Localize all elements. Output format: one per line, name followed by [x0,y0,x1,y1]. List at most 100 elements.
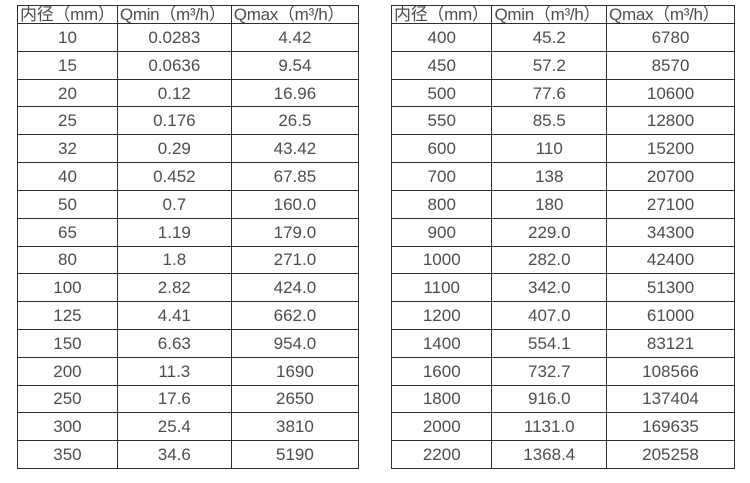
table-cell: 1200 [390,301,493,330]
table-row: 1000 282.0 42400 [390,245,735,275]
table-cell: 20700 [606,162,735,191]
table-cell: 57.2 [491,50,608,80]
table-row: 150 6.63 954.0 [17,328,360,358]
table-cell: 0.12 [116,78,232,108]
table-cell: 25 [17,106,118,136]
table-cell: 407.0 [491,301,608,330]
table-cell: 1000 [390,245,493,275]
table-cell: 1690 [230,356,360,386]
table-cell: 180 [491,189,608,219]
table-cell: 40 [17,162,118,191]
table-cell: 916.0 [491,384,608,414]
table-cell: 51300 [606,273,735,303]
table-cell: 1131.0 [491,412,608,442]
table-cell: 83121 [606,328,735,358]
table-cell: 450 [390,50,493,80]
table-cell: 100 [17,273,118,303]
table-cell: 6780 [606,23,735,52]
flow-table-small-diameters: 内径（mm） Qmin（m³/h） Qmax（m³/h） 10 0.0283 4.42 1… [17,5,360,469]
table-cell: 200 [17,356,118,386]
table-cell: 0.0636 [116,50,232,80]
table-cell: 12800 [606,106,735,136]
table-cell: 15 [17,50,118,80]
column-header: 内径（mm） [17,5,118,24]
flow-table-large-diameters: 内径（mm） Qmin（m³/h） Qmax（m³/h） 400 45.2 6780 45… [390,5,735,469]
table-cell: 6.63 [116,328,232,358]
table-cell: 43.42 [230,134,360,164]
table-cell: 2650 [230,384,360,414]
table-cell: 160.0 [230,189,360,219]
table-row: 32 0.29 43.42 [17,134,360,164]
table-cell: 50 [17,189,118,219]
table-cell: 20 [17,78,118,108]
table-cell: 77.6 [491,78,608,108]
table-cell: 45.2 [491,23,608,52]
table-row: 450 57.2 8570 [390,50,735,80]
column-header: 内径（mm） [390,5,493,24]
table-row: 25 0.176 26.5 [17,106,360,136]
table-cell: 600 [390,134,493,164]
table-row: 300 25.4 3810 [17,412,360,442]
table-row: 1100 342.0 51300 [390,273,735,303]
table-cell: 1600 [390,356,493,386]
table-cell: 3810 [230,412,360,442]
table-cell: 0.7 [116,189,232,219]
table-cell: 61000 [606,301,735,330]
table-row: 500 77.6 10600 [390,78,735,108]
table-row: 1200 407.0 61000 [390,301,735,330]
table-cell: 10 [17,23,118,52]
table-cell: 424.0 [230,273,360,303]
table-cell: 5190 [230,440,360,469]
column-header: Qmin（m³/h） [116,5,232,24]
table-cell: 500 [390,78,493,108]
table-cell: 26.5 [230,106,360,136]
table-cell: 10600 [606,78,735,108]
table-cell: 271.0 [230,245,360,275]
table-row: 2200 1368.4 205258 [390,440,735,469]
table-cell: 300 [17,412,118,442]
table-cell: 16.96 [230,78,360,108]
table-cell: 2000 [390,412,493,442]
table-cell: 11.3 [116,356,232,386]
table-cell: 27100 [606,189,735,219]
column-header: Qmin（m³/h） [491,5,608,24]
table-row: 550 85.5 12800 [390,106,735,136]
table-cell: 2200 [390,440,493,469]
table-cell: 700 [390,162,493,191]
table-cell: 138 [491,162,608,191]
table-cell: 17.6 [116,384,232,414]
table-cell: 34300 [606,217,735,247]
table-cell: 25.4 [116,412,232,442]
table-cell: 282.0 [491,245,608,275]
table-cell: 1100 [390,273,493,303]
table-cell: 169635 [606,412,735,442]
table-cell: 32 [17,134,118,164]
table-row: 800 180 27100 [390,189,735,219]
table-row: 1800 916.0 137404 [390,384,735,414]
table-row: 100 2.82 424.0 [17,273,360,303]
table-row: 200 11.3 1690 [17,356,360,386]
table-cell: 250 [17,384,118,414]
table-cell: 8570 [606,50,735,80]
header-row: 内径（mm） Qmin（m³/h） Qmax（m³/h） [390,5,735,24]
table-cell: 125 [17,301,118,330]
table-row: 600 110 15200 [390,134,735,164]
table-row: 1600 732.7 108566 [390,356,735,386]
table-row: 50 0.7 160.0 [17,189,360,219]
flow-table-left-container: 内径（mm） Qmin（m³/h） Qmax（m³/h） 10 0.0283 4.42 1… [17,5,360,469]
table-cell: 34.6 [116,440,232,469]
table-row: 15 0.0636 9.54 [17,50,360,80]
table-cell: 400 [390,23,493,52]
table-cell: 0.29 [116,134,232,164]
table-row: 350 34.6 5190 [17,440,360,469]
table-cell: 110 [491,134,608,164]
table-row: 10 0.0283 4.42 [17,23,360,52]
table-row: 1400 554.1 83121 [390,328,735,358]
table-cell: 550 [390,106,493,136]
table-cell: 67.85 [230,162,360,191]
table-cell: 150 [17,328,118,358]
table-row: 80 1.8 271.0 [17,245,360,275]
table-cell: 1400 [390,328,493,358]
table-cell: 0.452 [116,162,232,191]
